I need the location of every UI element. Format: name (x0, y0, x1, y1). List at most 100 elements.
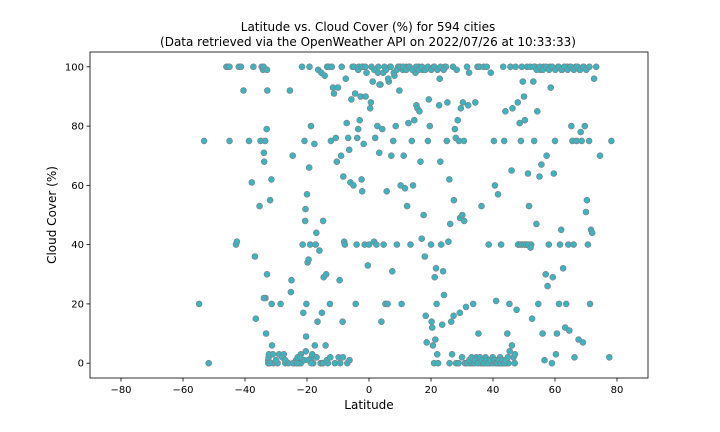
data-point (426, 122, 434, 130)
data-point (503, 330, 511, 337)
data-point (248, 179, 256, 186)
data-point (483, 63, 491, 71)
data-point (366, 105, 374, 112)
data-point (579, 339, 587, 346)
data-point (375, 149, 383, 157)
data-point (445, 238, 452, 245)
data-point (373, 241, 380, 248)
data-point (277, 300, 284, 308)
data-point (272, 356, 280, 364)
data-point (314, 318, 321, 326)
data-point (261, 137, 269, 145)
data-point (447, 318, 455, 326)
data-point (305, 164, 313, 171)
data-point (542, 270, 550, 278)
data-point (440, 291, 448, 299)
data-point (307, 359, 315, 367)
data-point (416, 108, 423, 115)
data-point (409, 182, 417, 189)
data-point (553, 330, 561, 337)
data-point (581, 122, 589, 130)
y-tick-label: 60 (71, 181, 84, 192)
data-point (319, 217, 327, 225)
data-point (592, 63, 600, 71)
data-point (460, 137, 468, 145)
data-point (327, 137, 335, 145)
data-point (260, 149, 268, 157)
data-point (524, 170, 532, 177)
data-point (528, 315, 536, 323)
data-point (353, 134, 361, 142)
y-axis-label: Cloud Cover (%) (45, 166, 59, 264)
x-tick-label: 80 (611, 385, 624, 396)
data-point (582, 208, 590, 216)
data-point (596, 152, 604, 159)
data-point (446, 359, 453, 367)
data-point (550, 170, 558, 177)
data-point (433, 350, 441, 358)
data-point (536, 173, 543, 180)
data-point (534, 300, 542, 308)
data-point (429, 342, 437, 349)
data-point (286, 87, 294, 94)
data-point (478, 202, 485, 210)
data-point (398, 300, 405, 308)
data-point (332, 134, 340, 142)
data-point (562, 300, 570, 308)
data-point (384, 300, 391, 308)
data-point (266, 196, 274, 204)
data-point (376, 81, 383, 88)
data-point (401, 185, 409, 192)
data-point (298, 63, 306, 71)
data-point (358, 188, 366, 195)
data-point (431, 336, 439, 343)
data-point (250, 63, 257, 71)
data-point (586, 300, 594, 308)
data-point (312, 241, 320, 248)
data-point (494, 191, 502, 198)
chart-title: Latitude vs. Cloud Cover (%) for 594 cit… (241, 20, 495, 34)
data-point (288, 276, 295, 284)
data-point (330, 90, 338, 97)
data-point (520, 93, 528, 100)
data-point (305, 256, 312, 263)
data-point (464, 102, 472, 109)
data-point (490, 137, 498, 145)
data-point (336, 276, 343, 284)
data-point (516, 119, 524, 127)
data-point (403, 202, 411, 210)
data-point (344, 134, 352, 142)
data-point (301, 137, 308, 145)
y-tick-label: 0 (78, 359, 84, 370)
data-point (341, 241, 349, 248)
data-point (266, 359, 274, 367)
data-point (571, 353, 578, 361)
data-point (362, 93, 369, 100)
data-point (545, 241, 553, 248)
data-point (263, 66, 271, 74)
data-point (293, 359, 301, 367)
data-point (245, 137, 253, 145)
data-point (342, 75, 350, 82)
data-point (205, 359, 212, 367)
x-tick-label: −40 (234, 385, 255, 396)
data-point (491, 182, 499, 189)
data-point (388, 267, 396, 275)
data-point (504, 353, 512, 361)
data-point (410, 116, 418, 124)
data-point (428, 318, 435, 326)
data-point (538, 161, 545, 168)
data-point (502, 108, 509, 115)
x-tick-label: 60 (549, 385, 562, 396)
data-point (445, 176, 453, 183)
data-point (352, 300, 360, 308)
data-point (307, 122, 315, 130)
data-point (506, 347, 514, 355)
data-point (547, 84, 555, 91)
data-point (417, 158, 424, 165)
data-point (358, 176, 365, 183)
data-point (512, 63, 519, 71)
data-point (333, 158, 341, 165)
data-point (269, 350, 277, 358)
data-point (432, 264, 440, 272)
